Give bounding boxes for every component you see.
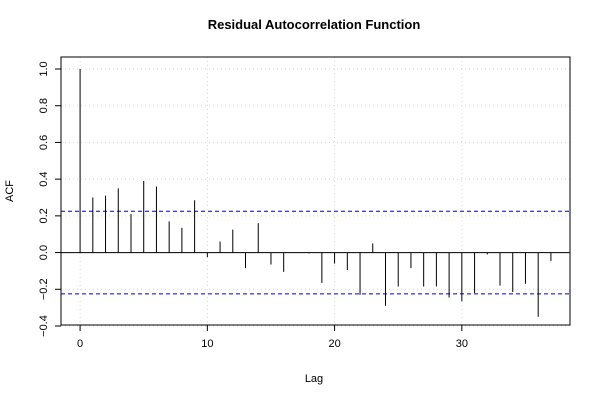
- y-tick-label: 0.4: [38, 171, 50, 186]
- x-tick-label: 30: [456, 338, 468, 350]
- y-axis: −0.4 −0.2 0.0 0.2 0.4 0.6 0.8 1.0: [38, 61, 61, 337]
- x-tick-label: 20: [328, 338, 340, 350]
- y-tick-label: −0.4: [38, 315, 50, 337]
- grid-lines: [61, 57, 570, 326]
- y-tick-label: 0.2: [38, 208, 50, 223]
- y-tick-label: 0.6: [38, 135, 50, 150]
- acf-bars: [80, 69, 551, 317]
- chart-title: Residual Autocorrelation Function: [208, 17, 421, 32]
- x-tick-label: 10: [201, 338, 213, 350]
- y-axis-label: ACF: [4, 180, 16, 202]
- x-axis-label: Lag: [305, 373, 323, 385]
- x-axis: 0 10 20 30: [77, 325, 468, 350]
- plot-frame: [61, 57, 570, 325]
- y-tick-label: 0.8: [38, 98, 50, 113]
- y-tick-label: −0.2: [38, 278, 50, 300]
- x-tick-label: 0: [77, 338, 83, 350]
- y-tick-label: 0.0: [38, 245, 50, 260]
- y-tick-label: 1.0: [38, 61, 50, 76]
